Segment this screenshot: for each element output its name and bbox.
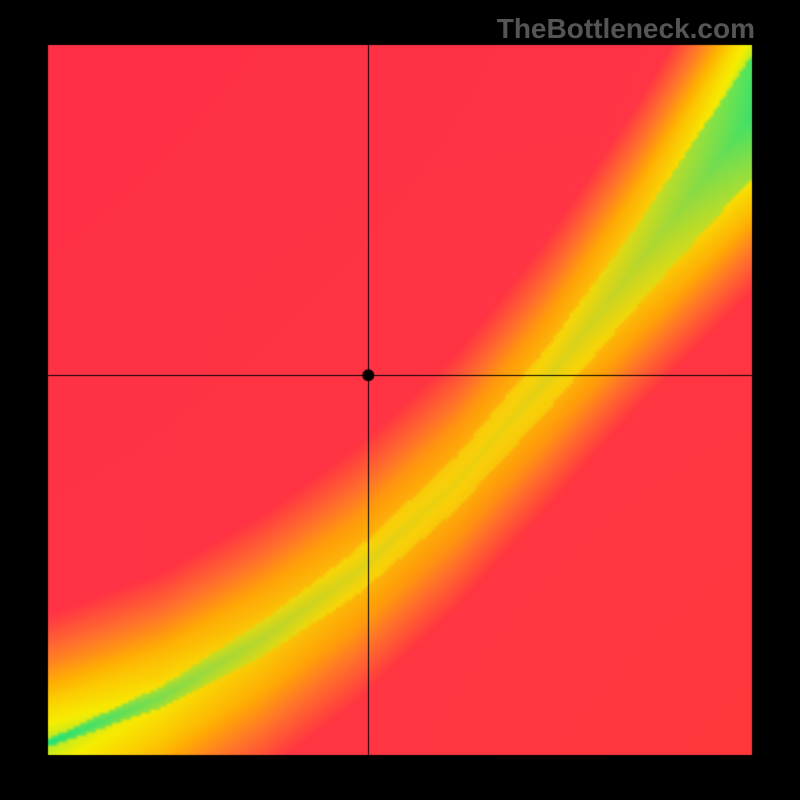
overlay-canvas	[0, 0, 800, 800]
chart-container: TheBottleneck.com	[0, 0, 800, 800]
watermark-label: TheBottleneck.com	[497, 13, 755, 45]
